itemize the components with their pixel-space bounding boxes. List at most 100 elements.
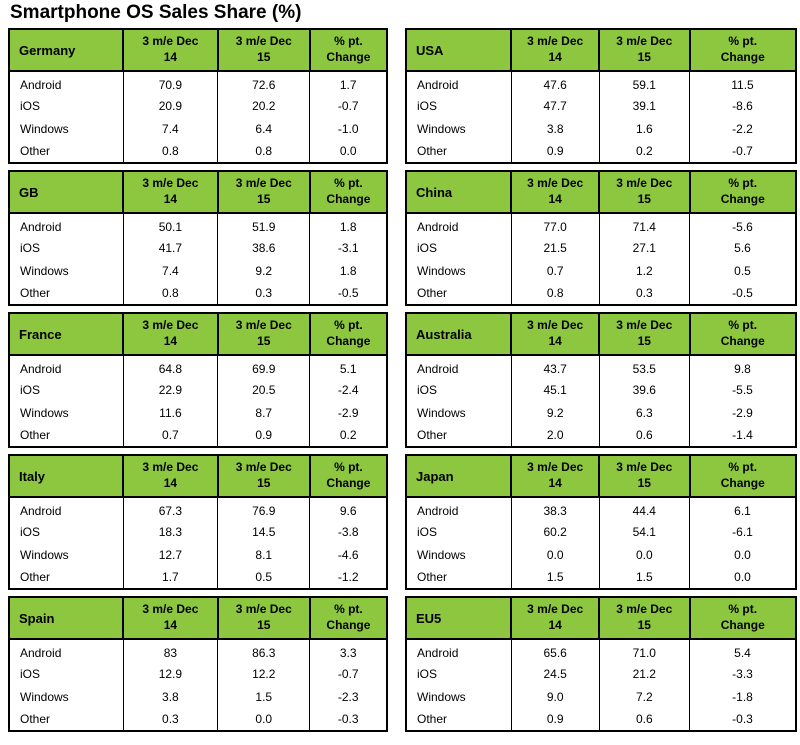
os-row: iOS 41.7 38.6 -3.1 — [9, 236, 387, 259]
os-value-dec14: 70.9 — [123, 71, 219, 94]
os-value-dec14: 18.3 — [123, 520, 219, 543]
col-header-dec15: 3 m/e Dec 15 — [217, 313, 311, 356]
os-value-dec15: 21.2 — [599, 662, 691, 685]
os-value-dec14: 0.8 — [123, 140, 219, 163]
os-value-change: -1.8 — [732, 689, 753, 704]
os-value-dec14: 1.5 — [511, 566, 600, 589]
table-body: Android 65.6 71.0 5.4 iOS 24.5 21.2 -3.3… — [406, 639, 796, 731]
col-header-change: % pt. Change — [689, 29, 796, 72]
os-name: Android — [9, 213, 124, 236]
os-value-dec15: 39.1 — [599, 94, 691, 117]
country-name: USA — [406, 29, 513, 72]
os-value-dec15: 71.4 — [599, 213, 691, 236]
os-row: Other 0.9 0.6 -0.3 — [406, 708, 796, 731]
os-value-dec15: 76.9 — [217, 497, 311, 520]
country-name: GB — [9, 171, 125, 214]
os-row: Other 0.3 0.0 -0.3 — [9, 708, 387, 731]
col-header-dec15: 3 m/e Dec 15 — [217, 29, 311, 72]
os-name: iOS — [406, 662, 512, 685]
os-value-dec14: 83 — [123, 639, 219, 662]
os-value-dec15: 6.3 — [599, 401, 691, 424]
os-value-change: 11.5 — [731, 77, 754, 92]
os-name: Windows — [406, 117, 512, 140]
os-value-change: 9.8 — [734, 361, 751, 376]
country-name: Australia — [406, 313, 513, 356]
os-row: Windows 9.0 7.2 -1.8 — [406, 685, 796, 708]
os-name: iOS — [406, 520, 512, 543]
table-body: Android 77.0 71.4 -5.6 iOS 21.5 27.1 5.6… — [406, 213, 796, 305]
os-value-dec15: 9.2 — [217, 259, 311, 282]
col-header-dec14: 3 m/e Dec 14 — [123, 313, 219, 356]
os-name: Windows — [9, 685, 124, 708]
os-row: Windows 7.4 6.4 -1.0 — [9, 117, 387, 140]
os-row: Other 0.7 0.9 0.2 — [9, 424, 387, 447]
os-row: Windows 0.7 1.2 0.5 — [406, 259, 796, 282]
os-value-dec15: 0.8 — [217, 140, 311, 163]
os-value-change: -0.3 — [337, 712, 359, 726]
os-value-change: -1.2 — [337, 570, 359, 584]
country-name: Germany — [9, 29, 125, 72]
country-table-france: France 3 m/e Dec 14 3 m/e Dec 15 % pt. C… — [8, 312, 388, 448]
os-row: iOS 45.1 39.6 -5.5 — [406, 378, 796, 401]
os-value-dec14: 45.1 — [511, 378, 600, 401]
os-name: Android — [406, 355, 512, 378]
os-value-change: -2.9 — [732, 405, 753, 420]
os-value-change: -0.3 — [732, 712, 753, 726]
col-header-dec15: 3 m/e Dec 15 — [599, 171, 691, 214]
os-row: iOS 47.7 39.1 -8.6 — [406, 94, 796, 117]
col-header-dec14: 3 m/e Dec 14 — [511, 455, 601, 498]
os-value-dec14: 0.0 — [511, 543, 600, 566]
col-header-dec15: 3 m/e Dec 15 — [599, 29, 691, 72]
os-name: Windows — [406, 543, 512, 566]
table-header-row: EU5 3 m/e Dec 14 3 m/e Dec 15 % pt. Chan… — [406, 597, 796, 640]
os-value-change: 5.6 — [734, 240, 751, 255]
os-name: iOS — [406, 94, 512, 117]
os-value-dec15: 53.5 — [599, 355, 691, 378]
country-table-germany: Germany 3 m/e Dec 14 3 m/e Dec 15 % pt. … — [8, 28, 388, 164]
col-header-dec15: 3 m/e Dec 15 — [217, 171, 311, 214]
os-value-dec14: 3.8 — [511, 117, 600, 140]
os-value-change: 9.6 — [339, 503, 357, 518]
country-name: Spain — [9, 597, 125, 640]
os-value-dec15: 20.2 — [217, 94, 311, 117]
col-header-dec15: 3 m/e Dec 15 — [217, 455, 311, 498]
os-value-dec14: 0.8 — [511, 282, 600, 305]
os-row: Android 67.3 76.9 9.6 — [9, 497, 387, 520]
os-name: Android — [406, 639, 512, 662]
col-header-dec15: 3 m/e Dec 15 — [599, 313, 691, 356]
os-row: Windows 12.7 8.1 -4.6 — [9, 543, 387, 566]
os-value-change: -1.0 — [337, 121, 359, 136]
os-value-dec14: 67.3 — [123, 497, 219, 520]
os-value-dec14: 1.7 — [123, 566, 219, 589]
os-name: Other — [406, 424, 512, 447]
os-value-change: 5.1 — [339, 361, 357, 376]
os-row: Windows 7.4 9.2 1.8 — [9, 259, 387, 282]
os-name: Other — [9, 282, 124, 305]
tables-grid: Germany 3 m/e Dec 14 3 m/e Dec 15 % pt. … — [8, 28, 800, 732]
table-header-row: Germany 3 m/e Dec 14 3 m/e Dec 15 % pt. … — [9, 29, 387, 72]
os-value-dec14: 7.4 — [123, 117, 219, 140]
table-body: Android 50.1 51.9 1.8 iOS 41.7 38.6 -3.1… — [9, 213, 387, 305]
os-value-change: -2.4 — [337, 382, 359, 397]
os-row: Android 65.6 71.0 5.4 — [406, 639, 796, 662]
os-value-dec14: 7.4 — [123, 259, 219, 282]
os-value-dec14: 3.8 — [123, 685, 219, 708]
table-header-row: Australia 3 m/e Dec 14 3 m/e Dec 15 % pt… — [406, 313, 796, 356]
os-value-dec15: 54.1 — [599, 520, 691, 543]
os-value-change: -5.5 — [732, 382, 753, 397]
os-name: Other — [9, 566, 124, 589]
table-header-row: Japan 3 m/e Dec 14 3 m/e Dec 15 % pt. Ch… — [406, 455, 796, 498]
os-value-dec15: 69.9 — [217, 355, 311, 378]
os-value-dec14: 64.8 — [123, 355, 219, 378]
os-value-change: -2.9 — [337, 405, 359, 420]
os-row: iOS 24.5 21.2 -3.3 — [406, 662, 796, 685]
os-name: Other — [406, 566, 512, 589]
os-name: Android — [406, 71, 512, 94]
col-header-change: % pt. Change — [309, 455, 387, 498]
col-header-change: % pt. Change — [309, 597, 387, 640]
table-header-row: Italy 3 m/e Dec 14 3 m/e Dec 15 % pt. Ch… — [9, 455, 387, 498]
os-value-dec14: 0.9 — [511, 708, 600, 731]
table-body: Android 83 86.3 3.3 iOS 12.9 12.2 -0.7 W… — [9, 639, 387, 731]
os-value-dec14: 60.2 — [511, 520, 600, 543]
os-row: Android 50.1 51.9 1.8 — [9, 213, 387, 236]
